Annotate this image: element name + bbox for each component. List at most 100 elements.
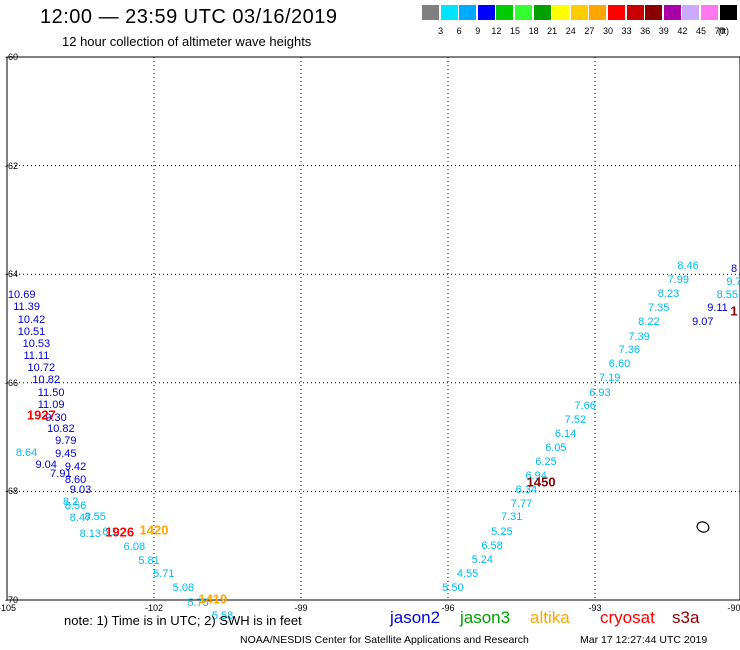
- wave-height-value: 8.64: [15, 447, 38, 460]
- generated-timestamp: Mar 17 12:27:44 UTC 2019: [580, 634, 708, 646]
- legend-swatch: [682, 5, 700, 20]
- legend-label: 33: [621, 26, 632, 36]
- legend-label: 6: [456, 26, 462, 36]
- wave-height-value: 5.58: [211, 610, 234, 623]
- wave-height-value: 7.39: [628, 330, 650, 343]
- wave-height-value: 7.91: [50, 468, 72, 481]
- pass-time-label: 1419: [198, 591, 228, 607]
- wave-height-value: 6.34: [515, 483, 538, 496]
- page-subtitle: 12 hour collection of altimeter wave hei…: [62, 34, 312, 49]
- wave-height-value: 5.75: [187, 596, 209, 609]
- lat-tick-label: -70: [5, 595, 19, 605]
- legend-swatch: [589, 5, 607, 20]
- legend-label: 9: [475, 26, 481, 36]
- lon-tick-label: -102: [144, 603, 164, 613]
- wave-height-value: 11.09: [37, 399, 65, 412]
- legend-swatch: [552, 5, 570, 20]
- legend-label: 12: [491, 26, 502, 36]
- footer-credit: NOAA/NESDIS Center for Satellite Applica…: [240, 634, 529, 646]
- lat-tick-label: -66: [5, 377, 19, 388]
- wave-height-value: 9.30: [45, 411, 67, 424]
- wave-height-value: 6.60: [608, 358, 631, 371]
- wave-height-value: 9.04: [35, 459, 57, 472]
- wave-height-value: 9.79: [55, 435, 77, 448]
- wave-height-value: 8.56: [64, 499, 87, 512]
- lon-tick-label: -105: [0, 603, 17, 613]
- legend-label: 3: [438, 26, 444, 36]
- pass-time-label: 1450: [526, 474, 556, 490]
- wave-height-value: 6.58: [481, 540, 503, 553]
- wave-height-value: 4.55: [456, 568, 479, 581]
- wave-height-value: 9.7: [726, 276, 740, 289]
- wave-height-value: 5.24: [471, 554, 494, 567]
- legend-label: 45: [695, 26, 707, 36]
- wave-height-value: 11.39: [13, 301, 40, 314]
- wave-height-value: 8.55: [716, 288, 739, 301]
- wave-height-value: 7.66: [574, 400, 596, 413]
- wave-height-value: 7.99: [667, 274, 690, 287]
- lat-tick-label: -62: [5, 160, 19, 171]
- wave-height-value: 9.42: [64, 460, 87, 473]
- island-outline: [696, 521, 710, 533]
- wave-height-value: 6.1: [102, 526, 118, 539]
- legend-label: 24: [565, 26, 576, 36]
- satellite-name: cryosat: [600, 608, 655, 627]
- wave-height-value: 5.08: [172, 582, 195, 595]
- wave-height-value: 5.71: [153, 568, 175, 581]
- wave-height-value: 6.14: [554, 428, 577, 441]
- legend-label: 15: [509, 26, 521, 36]
- legend-swatch: [440, 5, 458, 20]
- legend-label: 36: [640, 26, 651, 36]
- wave-height-value: 9.45: [55, 447, 77, 460]
- legend-swatch: [719, 5, 737, 20]
- pass-time-label: 1420: [139, 522, 169, 538]
- wave-height-value: 10.72: [27, 362, 56, 375]
- legend-swatch: [496, 5, 514, 20]
- lat-tick-label: -60: [5, 52, 19, 62]
- lat-tick-label: -68: [5, 486, 19, 497]
- wave-height-value: 9.11: [707, 302, 728, 315]
- wave-height-value: 10.69: [7, 288, 36, 301]
- wave-height-value: 8.2: [63, 496, 79, 509]
- wave-height-value: 8.47: [69, 512, 92, 524]
- wave-height-value: 7.52: [564, 414, 587, 427]
- wave-height-value: 6.25: [535, 455, 557, 468]
- wave-height-value: 8.23: [657, 287, 680, 300]
- pass-time-label: 1926: [105, 524, 135, 540]
- legend-label: 21: [547, 26, 558, 36]
- pass-time-label: 1927: [26, 407, 56, 423]
- legend-swatch: [701, 5, 718, 20]
- gridlines: [7, 57, 740, 600]
- legend-swatch: [515, 5, 532, 20]
- wave-height-value: 6.94: [525, 470, 547, 483]
- wave-height-value: 7.19: [598, 371, 621, 384]
- legend-label: 27: [584, 26, 595, 36]
- map-border: [6, 56, 740, 601]
- wave-height-value: 10.42: [17, 313, 46, 326]
- legend-label: 70: [714, 26, 725, 36]
- legend-swatch: [626, 5, 644, 20]
- wave-height-value: 5.50: [442, 582, 464, 595]
- wave-height-value: 11.50: [37, 386, 65, 399]
- wave-height-value: 8.13: [79, 528, 102, 541]
- legend-swatch: [645, 5, 663, 20]
- wave-height-value: 8.22: [638, 315, 660, 328]
- legend-label: 18: [528, 26, 539, 36]
- wave-height-value: 6.05: [545, 441, 567, 454]
- wave-height-value: 7.35: [647, 301, 670, 314]
- pass-time-label: 1: [730, 303, 738, 319]
- wave-height-value: 6.08: [123, 540, 146, 553]
- lon-tick-label: -96: [441, 603, 455, 613]
- wave-height-value: 8.55: [84, 510, 106, 523]
- legend-swatch: [477, 5, 495, 20]
- legend-swatch: [608, 5, 625, 20]
- note-text: note: 1) Time is in UTC; 2) SWH is in fe…: [64, 613, 302, 628]
- wave-height-value: 8: [730, 262, 738, 275]
- satellite-name: altika: [530, 608, 570, 627]
- wave-height-value: 8.46: [677, 259, 699, 272]
- wave-height-value: 5.81: [138, 554, 160, 567]
- legend-swatch: [459, 5, 477, 20]
- wave-height-value: 5.25: [491, 525, 513, 538]
- wave-height-value: 7.36: [618, 344, 641, 357]
